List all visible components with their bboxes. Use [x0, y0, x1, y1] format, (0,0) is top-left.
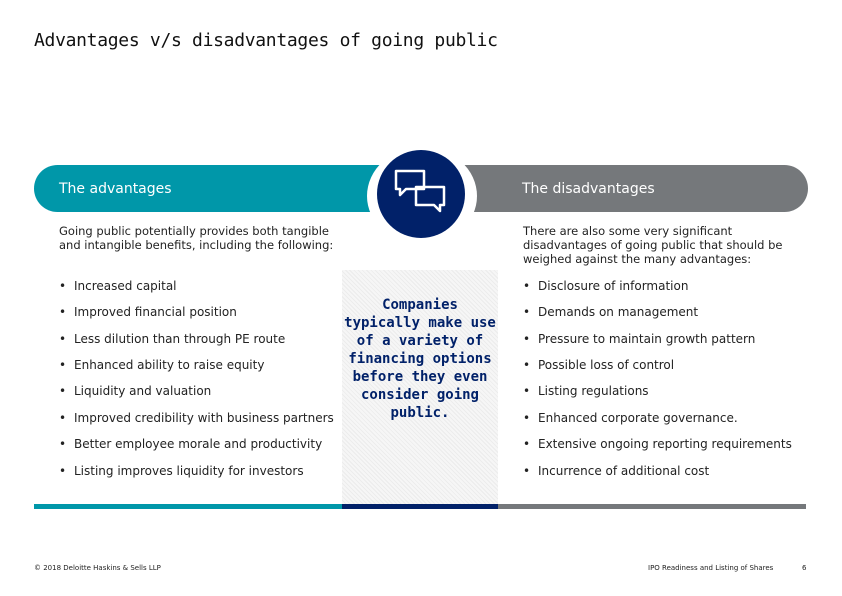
advantages-bottom-bar [34, 504, 342, 509]
disadvantages-header-label: The disadvantages [522, 180, 655, 197]
footer-copyright: © 2018 Deloitte Haskins & Sells LLP [34, 564, 161, 572]
speech-bubbles-icon [394, 169, 446, 213]
center-bottom-bar [342, 504, 498, 509]
list-item: • Incurrence of additional cost [523, 464, 710, 478]
list-item: • Liquidity and valuation [59, 384, 212, 398]
disadvantages-bottom-bar [498, 504, 806, 509]
disadvantages-header: The disadvantages [420, 165, 808, 212]
list-item: • Demands on management [523, 305, 699, 319]
list-item: • Less dilution than through PE route [59, 332, 286, 346]
footer-doc-title: IPO Readiness and Listing of Shares [648, 564, 774, 572]
list-item: • Enhanced ability to raise equity [59, 358, 265, 372]
page-title: Advantages v/s disadvantages of going pu… [34, 30, 498, 51]
advantages-intro: Going public potentially provides both t… [59, 224, 334, 252]
list-item: • Improved financial position [59, 305, 237, 319]
center-callout: Companies typically make use of a variet… [344, 297, 496, 421]
page-number: 6 [802, 564, 807, 572]
list-item: • Increased capital [59, 279, 177, 293]
list-item: • Improved credibility with business part… [59, 411, 334, 425]
list-item: • Listing improves liquidity for investor… [59, 464, 304, 478]
center-panel [342, 270, 498, 505]
disadvantages-intro: There are also some very significant dis… [523, 224, 783, 266]
list-item: • Disclosure of information [523, 279, 689, 293]
list-item: • Enhanced corporate governance. [523, 411, 738, 425]
advantages-header-label: The advantages [59, 180, 172, 197]
list-item: • Pressure to maintain growth pattern [523, 332, 756, 346]
list-item: • Possible loss of control [523, 358, 675, 372]
list-item: • Better employee morale and productivity [59, 437, 323, 451]
list-item: • Listing regulations [523, 384, 649, 398]
list-item: • Extensive ongoing reporting requirement… [523, 437, 792, 451]
icon-circle [377, 150, 465, 238]
